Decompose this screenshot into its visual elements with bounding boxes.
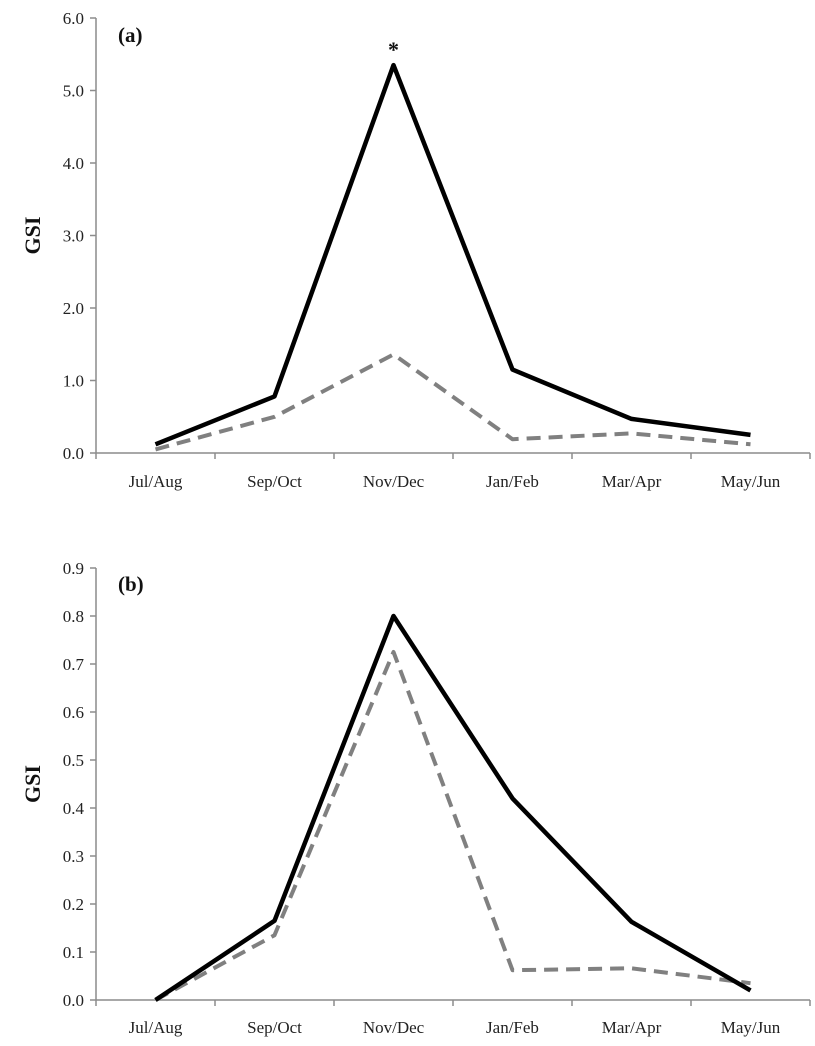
y-tick-label: 2.0 xyxy=(63,299,84,318)
significance-marker: * xyxy=(388,37,399,62)
x-tick-label: Sep/Oct xyxy=(247,1018,302,1037)
panel-b: 0.0 0.1 0.2 0.3 0.4 0.5 0.6 0.7 0.8 0.9 Jul/Aug Sep… xyxy=(20,559,811,1037)
panel-label: (a) xyxy=(118,23,143,47)
y-axis-title: GSI xyxy=(20,765,45,803)
y-tick-label: 0.4 xyxy=(63,799,85,818)
x-tick-label: Mar/Apr xyxy=(602,472,662,491)
y-tick-label: 4.0 xyxy=(63,154,84,173)
panel-a: 0.0 1.0 2.0 3.0 4.0 5.0 6.0 Jul/Aug Sep/Oct Nov/D… xyxy=(20,9,811,491)
series-line-dashed xyxy=(154,352,751,452)
x-tick-label: Sep/Oct xyxy=(247,472,302,491)
x-tick-label: Jan/Feb xyxy=(486,1018,539,1037)
x-tick-label: Nov/Dec xyxy=(363,1018,425,1037)
y-tick-label: 6.0 xyxy=(63,9,84,28)
x-tick-label: Jul/Aug xyxy=(129,1018,183,1037)
x-tick-label: Nov/Dec xyxy=(363,472,425,491)
x-tick-label: Mar/Apr xyxy=(602,1018,662,1037)
y-tick-label: 0.2 xyxy=(63,895,84,914)
series-line-solid xyxy=(154,62,751,447)
y-tick-label: 0.0 xyxy=(63,991,84,1010)
x-tick-label: May/Jun xyxy=(721,1018,781,1037)
x-tick-label: Jul/Aug xyxy=(129,472,183,491)
x-tick-label: May/Jun xyxy=(721,472,781,491)
series-line-solid xyxy=(154,613,752,1002)
y-tick-label: 0.5 xyxy=(63,751,84,770)
y-tick-label: 1.0 xyxy=(63,372,84,391)
series-line-dashed xyxy=(154,650,751,1002)
y-tick-label: 0.8 xyxy=(63,607,84,626)
y-tick-label: 0.0 xyxy=(63,444,84,463)
y-axis-title: GSI xyxy=(20,217,45,255)
y-tick-label: 0.6 xyxy=(63,703,84,722)
y-tick-label: 0.3 xyxy=(63,847,84,866)
panel-label: (b) xyxy=(118,572,144,596)
x-tick-label: Jan/Feb xyxy=(486,472,539,491)
y-tick-label: 5.0 xyxy=(63,82,84,101)
y-tick-label: 0.7 xyxy=(63,655,85,674)
y-tick-label: 0.9 xyxy=(63,559,84,578)
y-tick-label: 3.0 xyxy=(63,227,84,246)
y-tick-label: 0.1 xyxy=(63,943,84,962)
